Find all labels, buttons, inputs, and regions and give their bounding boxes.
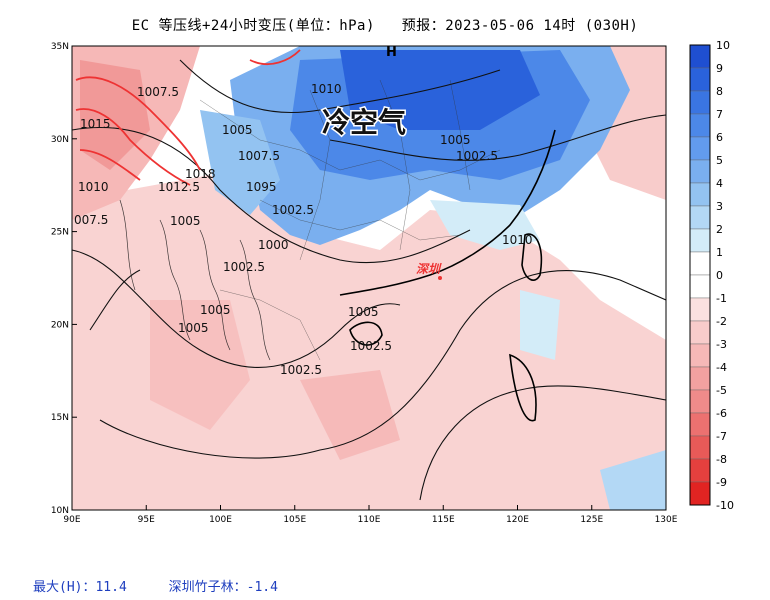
colorbar-segment <box>689 458 711 483</box>
colorbar-label: 3 <box>716 200 723 213</box>
colorbar-segment <box>689 481 711 506</box>
lat-tick-label: 10N <box>51 506 69 516</box>
lat-tick-label: 35N <box>51 42 69 52</box>
colorbar-label: -5 <box>716 384 727 397</box>
colorbar-segment <box>689 159 711 184</box>
lat-tick-label: 15N <box>51 413 69 423</box>
lon-tick-label: 115E <box>432 515 455 525</box>
footer: 最大(H)：11.4 深圳竹子林：-1.4 <box>33 576 312 595</box>
colorbar-label: -10 <box>716 499 734 512</box>
isobar-label: 1002.5 <box>350 339 392 353</box>
isobar-label: 1010 <box>311 82 342 96</box>
isobar-label: 1002.5 <box>280 363 322 377</box>
max-value: 最大(H)：11.4 <box>33 580 127 595</box>
colorbar-label: 0 <box>716 269 723 282</box>
isobar-labels: 1010 1007.5 1015 1005 1007.5 1018 1010 1… <box>74 82 533 377</box>
colorbar-segment <box>689 182 711 207</box>
colorbar-label: 2 <box>716 223 723 236</box>
colorbar-label: 7 <box>716 108 723 121</box>
colorbar-label: -7 <box>716 430 727 443</box>
lon-tick-label: 130E <box>655 515 678 525</box>
colorbar-segment <box>689 113 711 138</box>
lat-axis: 35N 30N 25N 20N 15N 10N <box>51 42 77 516</box>
isobar-label: 1005 <box>222 123 253 137</box>
colorbar-segment <box>689 44 711 69</box>
map-field <box>72 46 666 510</box>
isobar-label: 1005 <box>440 133 471 147</box>
colorbar-label: 9 <box>716 62 723 75</box>
isobar-label: 1002.5 <box>272 203 314 217</box>
isobar-label: 1002.5 <box>456 149 498 163</box>
colorbar-label: 10 <box>716 39 730 52</box>
colorbar-segment <box>689 251 711 276</box>
colorbar-label: -6 <box>716 407 727 420</box>
colorbar-label: 4 <box>716 177 723 190</box>
lon-tick-label: 100E <box>209 515 232 525</box>
lat-tick-label: 25N <box>51 228 69 238</box>
isobar-label: 1007.5 <box>137 85 179 99</box>
lon-tick-label: 90E <box>63 515 80 525</box>
lon-axis: 90E 95E 100E 105E 110E 115E 120E 125E 130E <box>63 505 678 525</box>
lat-tick-label: 20N <box>51 320 69 330</box>
colorbar-segment <box>689 343 711 368</box>
colorbar-segment <box>689 412 711 437</box>
colorbar-segment <box>689 297 711 322</box>
lon-tick-label: 110E <box>358 515 381 525</box>
colorbar-label: -8 <box>716 453 727 466</box>
colorbar-label: 6 <box>716 131 723 144</box>
colorbar-label: 5 <box>716 154 723 167</box>
colorbar-segment <box>689 435 711 460</box>
isobar-label: 1010 <box>78 180 109 194</box>
isobar-label: 1012.5 <box>158 180 200 194</box>
isobar-label: 1015 <box>80 117 111 131</box>
lon-tick-label: 95E <box>138 515 155 525</box>
isobar-label: 1005 <box>348 305 379 319</box>
colorbar-segment <box>689 274 711 299</box>
shenzhen-marker-icon <box>438 276 442 280</box>
isobar-label: 1095 <box>246 180 277 194</box>
lon-tick-label: 105E <box>283 515 306 525</box>
colorbar-segment <box>689 67 711 92</box>
colorbar-segment <box>689 389 711 414</box>
isobar-label: 1007.5 <box>238 149 280 163</box>
colorbar-segment <box>689 320 711 345</box>
isobar-label: 1000 <box>258 238 289 252</box>
lat-tick-label: 30N <box>51 135 69 145</box>
station-value: 深圳竹子林：-1.4 <box>168 580 278 595</box>
isobar-label: 007.5 <box>74 213 108 227</box>
isobar-label: 1002.5 <box>223 260 265 274</box>
colorbar-label: -9 <box>716 476 727 489</box>
colorbar-segment <box>689 366 711 391</box>
high-pressure-marker: H <box>386 45 397 60</box>
colorbar-label: -3 <box>716 338 727 351</box>
colorbar-label: 1 <box>716 246 723 259</box>
colorbar-segment <box>689 228 711 253</box>
city-label: 深圳 <box>416 262 442 276</box>
lon-tick-label: 120E <box>506 515 529 525</box>
isobar-label: 1010 <box>502 233 533 247</box>
colorbar-segment <box>689 205 711 230</box>
cold-air-label: 冷空气 <box>322 106 406 139</box>
map-title: EC 等压线+24小时变压(单位：hPa) 预报：2023-05-06 14时 … <box>131 18 639 34</box>
isobar-label: 1005 <box>200 303 231 317</box>
colorbar-segment <box>689 90 711 115</box>
isobar-label: 1005 <box>178 321 209 335</box>
isobar-label: 1018 <box>185 167 216 181</box>
colorbar-segment <box>689 136 711 161</box>
isobar-label: 1005 <box>170 214 201 228</box>
colorbar-label: 8 <box>716 85 723 98</box>
colorbar-label: -2 <box>716 315 727 328</box>
colorbar-label: -4 <box>716 361 727 374</box>
lon-tick-label: 125E <box>580 515 603 525</box>
colorbar-label: -1 <box>716 292 727 305</box>
